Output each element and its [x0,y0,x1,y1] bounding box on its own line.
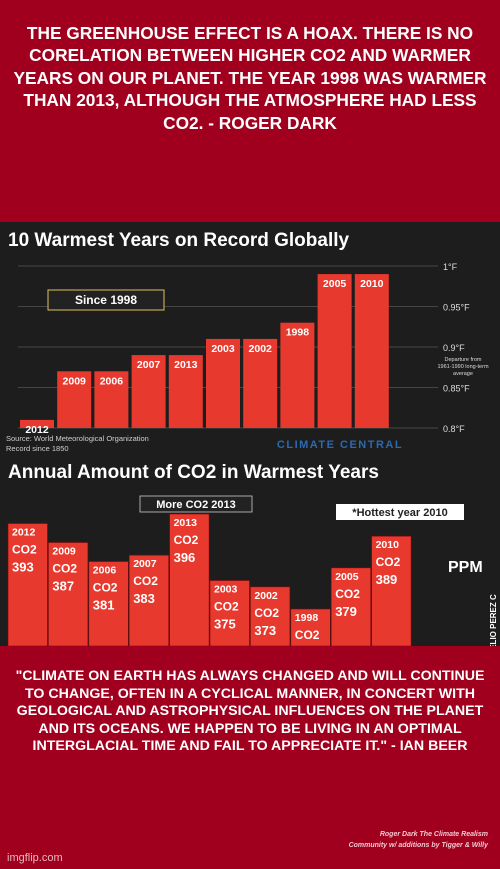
chart2-bar-co2-label: CO2 [376,555,401,569]
chart1-bar-label: 2007 [137,359,161,371]
chart2-bar-year: 2010 [376,539,400,551]
chart1-bar-label: 2006 [100,375,124,387]
chart1-annotation-box [47,289,165,311]
chart2-unit: PPM [448,559,483,576]
chart2-annotation-right: *Hottest year 2010 [352,507,447,519]
chart1-bar-label: 1998 [286,327,310,339]
chart2-author: ROGELIO PEREZ C [489,594,498,646]
chart2-bar-year: 2007 [133,558,157,570]
chart2-bar [128,554,169,647]
chart2-bar-value: 366 [295,645,317,646]
chart2-bar-co2-label: CO2 [174,533,199,547]
chart2-bar-year: 2006 [93,565,117,577]
warmest-years-chart-svg: 10 Warmest Years on Record Globally 1°F 0.… [0,222,500,458]
chart1-bar-label: 2009 [63,375,87,387]
chart1-source: Source: World Meteorological Organizatio… [6,434,149,443]
top-quote: THE GREENHOUSE EFFECT IS A HOAX. THERE I… [13,23,487,133]
chart2-annotation-left: More CO2 2013 [156,499,235,511]
chart2-bar [250,586,291,647]
chart1-bar [317,274,352,428]
chart1-bar-label: 2010 [360,278,384,290]
chart2-bar-co2-label: CO2 [133,574,158,588]
chart2-bar-value: 373 [254,623,276,638]
chart2-bar [209,580,250,647]
chart1-y-tick-label: 0.95°F [443,303,470,313]
chart1-bar-label: 2005 [323,278,347,290]
chart1-y-tick-label: 0.8°F [443,424,465,434]
chart2-bar-value: 387 [52,579,74,594]
chart2-bar-value: 381 [93,598,115,613]
warmest-years-chart: 10 Warmest Years on Record Globally 1°F 0.… [0,222,500,458]
chart1-source-2: Record since 1850 [6,444,69,453]
chart1-annotation: Since 1998 [75,293,137,307]
chart2-bar-co2-label: CO2 [254,606,279,620]
co2-chart: Annual Amount of CO2 in Warmest Years 201… [0,458,500,668]
chart1-y-axis-label: Departure from 1961-1990 long-term average [437,357,488,377]
chart1-bar [131,355,166,428]
chart1-bar-label: 2012 [25,424,49,436]
chart2-bar-year: 2005 [335,571,359,583]
chart2-bar-year: 2009 [52,546,76,558]
chart2-bar-value: 375 [214,617,236,632]
chart2-bar-year: 2013 [174,517,198,529]
chart1-y-tick-label: 1°F [443,262,458,272]
chart2-annotation-left-box [139,495,253,513]
chart2-bar-value: 383 [133,591,155,606]
chart1-bar [206,338,240,428]
chart1-bar-label: 2013 [174,359,198,371]
chart2-bar [88,561,129,647]
credit-line-2: Community w/ additions by Tigger & Willy [348,842,488,849]
chart2-bar [330,567,372,647]
credit-text: Roger Dark The Climate Realism Community… [288,829,488,851]
imgflip-watermark: imgflip.com [7,852,63,864]
chart1-bar [168,355,203,428]
chart1-bar [94,371,129,428]
chart1-bar-label: 2003 [211,343,235,355]
chart2-bar [169,513,210,647]
chart2-bar [48,542,89,647]
chart2-bar-year: 2003 [214,584,238,596]
credit-line-1: Roger Dark The Climate Realism [379,831,488,838]
chart2-bar-year: 2002 [254,590,278,602]
chart1-bar [280,322,315,428]
chart2-bar-co2-label: CO2 [214,600,239,614]
chart2-bar-co2-label: CO2 [295,628,320,642]
chart2-bar-value: 393 [12,560,34,575]
chart2-bar-value: 396 [174,550,196,565]
bottom-quote: "CLIMATE ON EARTH HAS ALWAYS CHANGED AND… [15,668,485,755]
chart1-bar-label: 2002 [249,343,273,355]
chart1-bar [57,371,92,428]
chart2-bar [371,535,412,647]
chart2-bar-value: 389 [376,572,398,587]
chart2-annotation-right-box [336,504,464,520]
chart2-bar-year: 2012 [12,527,36,539]
chart1-bar [354,274,389,428]
chart1-y-tick-label: 0.9°F [443,343,465,353]
chart2-bar-co2-label: CO2 [93,581,118,595]
co2-chart-svg: Annual Amount of CO2 in Warmest Years 201… [0,458,500,668]
chart2-title: Annual Amount of CO2 in Warmest Years [8,462,379,483]
chart1-bar [20,419,54,428]
chart2-bar-year: 1998 [295,612,319,624]
climate-central-logo: CLIMATE CENTRAL [277,439,403,451]
chart2-bar-value: 379 [335,604,357,619]
chart2-bar-co2-label: CO2 [52,562,77,576]
chart1-title: 10 Warmest Years on Record Globally [8,230,350,251]
chart1-y-tick-label: 0.85°F [443,384,470,394]
chart2-bar-co2-label: CO2 [335,587,360,601]
chart2-bar [7,523,48,647]
chart1-bar [243,338,278,428]
chart2-bar-co2-label: CO2 [12,543,37,557]
